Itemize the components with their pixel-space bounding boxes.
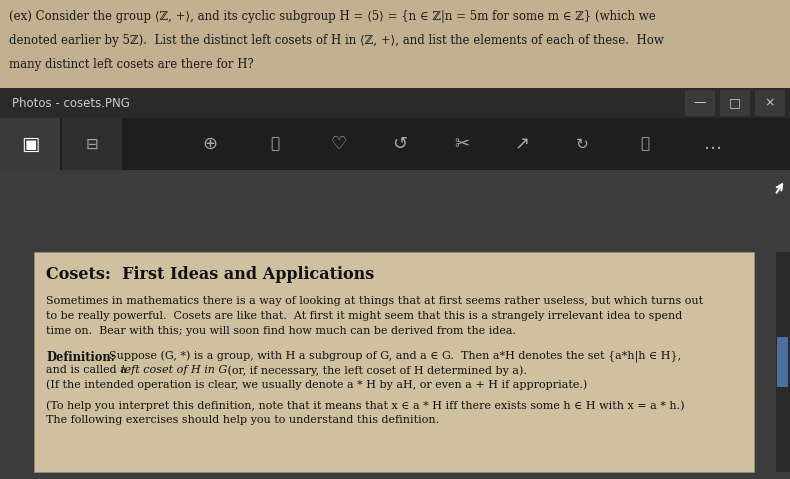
Text: ⬛: ⬛: [641, 137, 649, 151]
Text: …: …: [704, 135, 722, 153]
Text: (ex) Consider the group ⟨ℤ, +⟩, and its cyclic subgroup H = ⟨5⟩ = {n ∈ ℤ|n = 5m : (ex) Consider the group ⟨ℤ, +⟩, and its …: [9, 10, 656, 23]
Text: ⊕: ⊕: [202, 135, 217, 153]
Text: left coset of H in G: left coset of H in G: [121, 365, 228, 375]
Bar: [0, 118, 60, 170]
Text: (or, if necessary, the left coset of H determined by a).: (or, if necessary, the left coset of H d…: [224, 365, 527, 376]
Text: to be really powerful.  Cosets are like that.  At first it might seem that this : to be really powerful. Cosets are like t…: [46, 311, 683, 321]
Text: Suppose (G, *) is a group, with H a subgroup of G, and a ∈ G.  Then a*H denotes : Suppose (G, *) is a group, with H a subg…: [102, 351, 681, 363]
Text: Definition:: Definition:: [46, 351, 115, 364]
Bar: [777, 337, 788, 387]
Text: □: □: [729, 96, 741, 110]
Text: Sometimes in mathematics there is a way of looking at things that at first seems: Sometimes in mathematics there is a way …: [46, 296, 703, 306]
Text: The following exercises should help you to understand this definition.: The following exercises should help you …: [46, 415, 439, 425]
Bar: [62, 118, 122, 170]
Bar: [0, 118, 790, 170]
Bar: [776, 252, 790, 472]
Text: (To help you interpret this definition, note that it means that x ∈ a * H iff th: (To help you interpret this definition, …: [46, 400, 684, 411]
Text: ↗: ↗: [514, 135, 529, 153]
Text: ↻: ↻: [576, 137, 589, 151]
Text: ↺: ↺: [393, 135, 408, 153]
Bar: [755, 90, 785, 116]
Text: ✂: ✂: [454, 135, 469, 153]
Bar: [685, 90, 715, 116]
Text: ⬛: ⬛: [270, 137, 280, 151]
Text: Cosets:  First Ideas and Applications: Cosets: First Ideas and Applications: [46, 266, 374, 283]
Text: —: —: [694, 96, 706, 110]
Bar: [0, 170, 790, 252]
Bar: [0, 0, 790, 88]
Text: ▣: ▣: [21, 135, 40, 153]
Text: Photos - cosets.PNG: Photos - cosets.PNG: [12, 96, 130, 110]
Bar: [720, 90, 750, 116]
Text: (If the intended operation is clear, we usually denote a * H by aH, or even a + : (If the intended operation is clear, we …: [46, 379, 587, 389]
Text: ⊟: ⊟: [85, 137, 99, 151]
Bar: [0, 88, 790, 118]
Text: ×: ×: [765, 96, 775, 110]
Text: ♡: ♡: [330, 135, 346, 153]
Text: and is called a: and is called a: [46, 365, 130, 375]
Text: denoted earlier by 5ℤ).  List the distinct left cosets of H in ⟨ℤ, +⟩, and list : denoted earlier by 5ℤ). List the distinc…: [9, 34, 664, 47]
Bar: [34, 252, 754, 472]
Text: many distinct left cosets are there for H?: many distinct left cosets are there for …: [9, 58, 254, 71]
Text: time on.  Bear with this; you will soon find how much can be derived from the id: time on. Bear with this; you will soon f…: [46, 326, 516, 336]
